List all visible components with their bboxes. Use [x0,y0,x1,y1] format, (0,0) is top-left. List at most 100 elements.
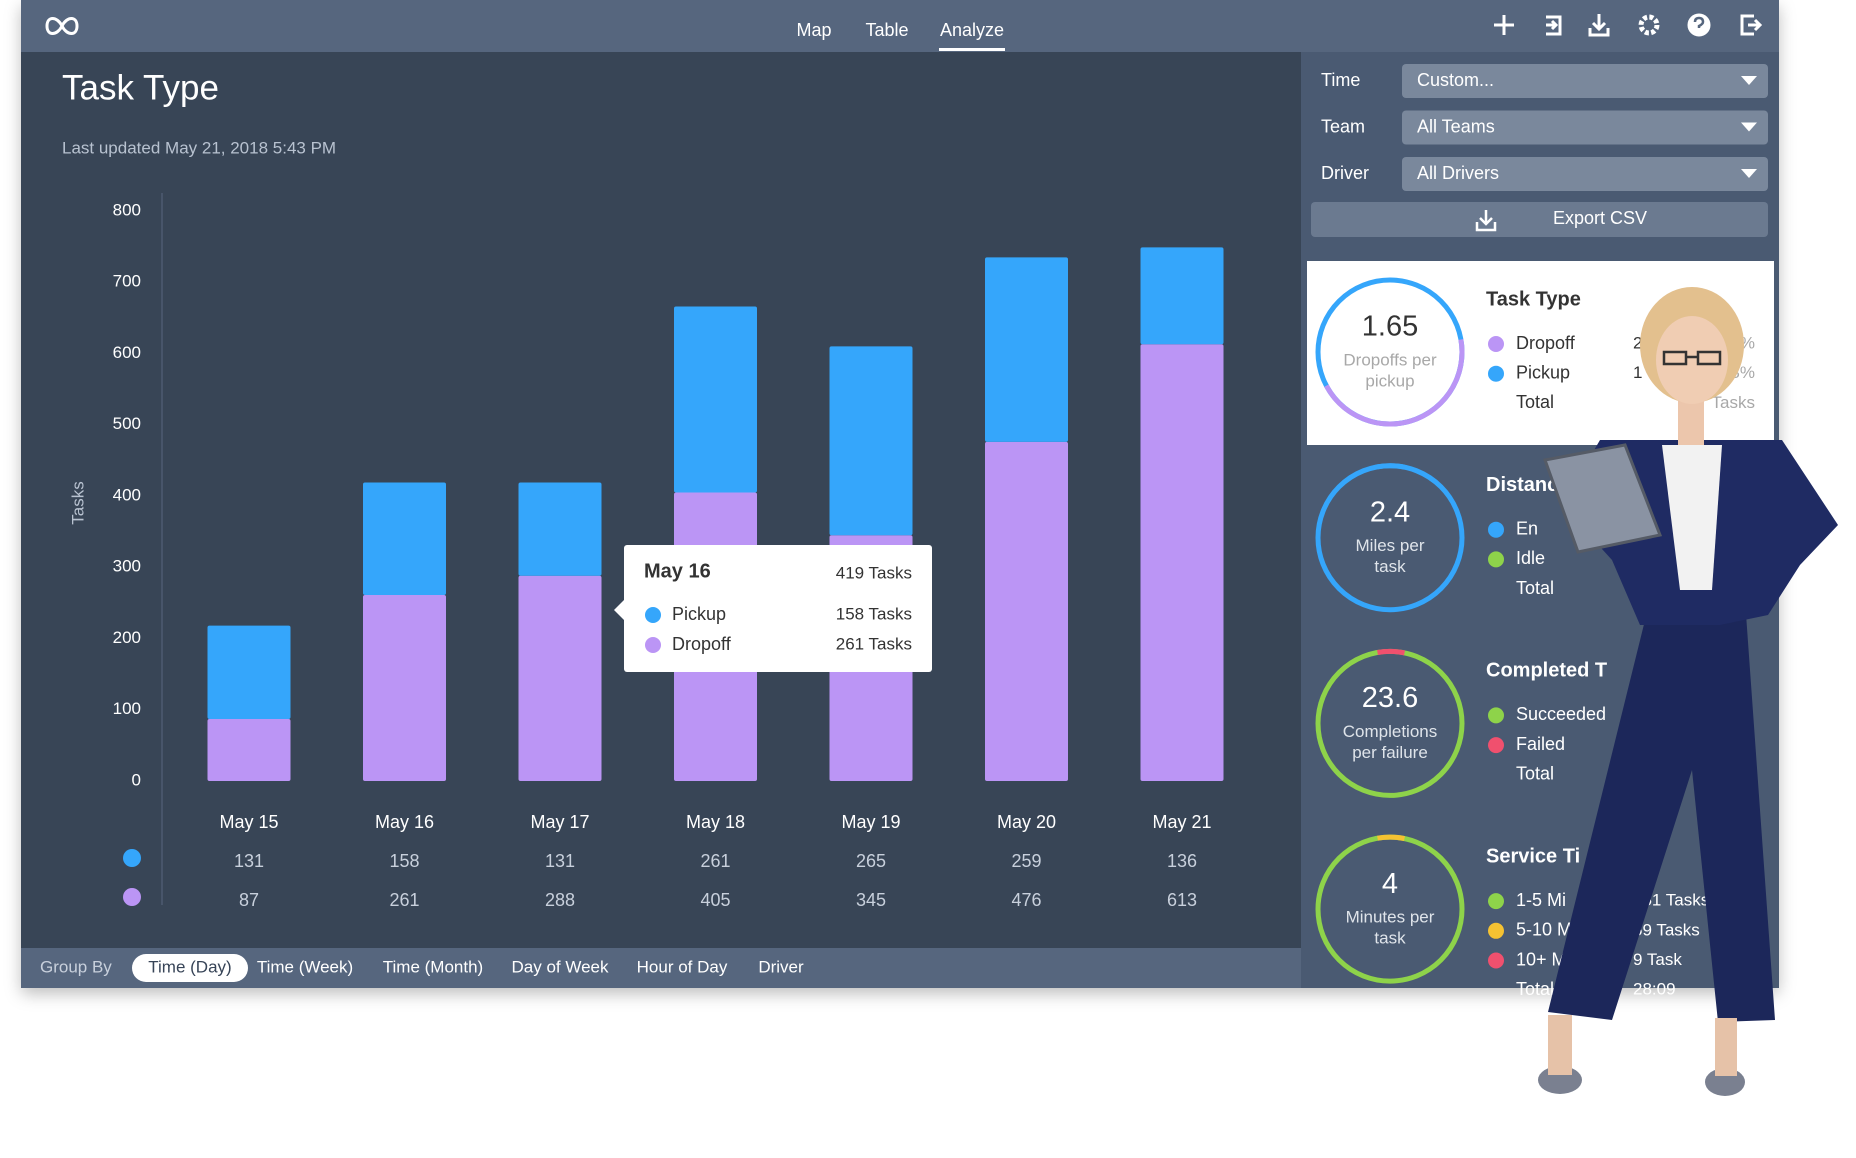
ring-accent [1315,277,1465,427]
nav-tab[interactable]: Analyze [940,20,1004,40]
logo[interactable] [45,17,79,35]
row-name: Dropoff [1516,333,1576,353]
ring-value: 1.65 [1362,311,1418,343]
add-icon[interactable] [1494,15,1514,35]
row-name: 5-10 M [1516,920,1572,940]
bar-segment [363,482,446,596]
y-tick-label: 200 [113,628,141,647]
top-bar [21,0,1779,52]
x-tick-label: May 17 [530,812,589,832]
row-dot [1488,737,1504,754]
ring-accent [1315,834,1465,984]
row-name: Total [1516,764,1554,784]
ring-caption: Dropoffs per [1343,350,1437,369]
bar-segment [518,482,602,576]
row-name: 1-5 Mi [1516,890,1566,910]
row-name: Total [1516,578,1554,598]
dropdown-caret [1741,122,1757,132]
ring-caption: per failure [1352,743,1428,762]
value-label: 476 [1011,890,1041,910]
row-name: En [1516,518,1538,538]
nav-tab[interactable]: Map [796,20,831,40]
tooltip-dot [645,607,661,623]
row-name: Idle [1516,548,1545,568]
row-name: Total [1516,392,1554,412]
bar-segment [829,346,913,536]
ring-caption: pickup [1365,371,1414,390]
row-dot [1488,922,1504,939]
x-tick-label: May 15 [219,812,278,832]
figure-face [1656,316,1728,404]
bar-segment [518,575,602,781]
row-dot [1488,707,1504,724]
filter-value: Custom... [1417,70,1494,90]
download-icon[interactable] [1588,14,1610,37]
y-axis-title: Tasks [68,481,87,524]
row-dot [1488,365,1504,382]
import-icon[interactable] [1546,15,1562,36]
dropdown-caret [1741,169,1757,178]
tooltip-item-name: Pickup [672,604,726,624]
export-icon [1475,210,1497,232]
bar-segment [207,625,291,720]
filter-dropdown[interactable] [1402,110,1768,145]
y-tick-label: 400 [113,485,141,504]
figure-tablet [1542,443,1663,554]
row-value: 28:09 [1633,980,1676,999]
export-button[interactable] [1311,202,1768,237]
group-by-label: Group By [40,957,112,976]
row-name: Failed [1516,734,1565,754]
x-tick-label: May 18 [686,812,745,832]
row-value: 351 Tasks [1633,891,1709,910]
settings-icon[interactable] [1638,14,1660,36]
group-by-option[interactable]: Time (Month) [383,957,483,976]
row-name: 10+ M [1516,949,1567,969]
bar-segment [985,441,1068,781]
y-tick-label: 100 [113,699,141,718]
row-dot [1488,521,1504,538]
dropdown-caret [1741,76,1757,85]
figure-pants [1548,600,1775,1022]
y-tick-label: 0 [132,770,141,789]
legend-dot [123,849,141,867]
row-share: Tasks [1712,393,1755,412]
card-title: Completed T [1486,660,1607,682]
filter-label: Time [1321,70,1360,90]
bar-segment [363,595,446,781]
value-label: 131 [545,851,575,871]
filter-dropdown[interactable] [1402,64,1768,98]
y-tick-label: 700 [113,272,141,291]
ring-value: 4 [1382,868,1398,900]
nav-tab[interactable]: Table [865,20,908,40]
group-by-option[interactable]: Time (Day) [148,957,231,976]
row-dot [1488,551,1504,568]
row-name: Pickup [1516,362,1570,382]
group-by-option[interactable]: Time (Week) [257,957,353,976]
filter-label: Driver [1321,163,1369,183]
x-tick-label: May 19 [841,812,900,832]
row-name: Succeeded [1516,704,1606,724]
row-name: Total [1516,979,1554,999]
ring-caption: task [1374,557,1406,576]
logout-icon[interactable] [1740,14,1763,36]
group-by-option[interactable]: Driver [758,957,804,976]
ring-value: 23.6 [1362,682,1418,714]
value-label: 613 [1167,890,1197,910]
ring-value: 2.4 [1370,496,1410,528]
chart-subtitle: Last updated May 21, 2018 5:43 PM [62,138,336,157]
group-by-pill[interactable] [132,954,248,982]
row-value: 9 Task [1633,950,1682,969]
filter-label: Team [1321,116,1365,136]
tooltip-total: 419 Tasks [836,563,912,582]
value-label: 265 [856,851,886,871]
bar-segment [207,719,291,781]
filter-value: All Teams [1417,116,1495,136]
figure-glasses [1662,350,1722,366]
x-tick-label: May 21 [1152,812,1211,832]
row-dot [1488,952,1504,969]
group-by-option[interactable]: Hour of Day [637,957,728,976]
group-by-option[interactable]: Day of Week [511,957,609,976]
filter-dropdown[interactable] [1402,157,1768,191]
